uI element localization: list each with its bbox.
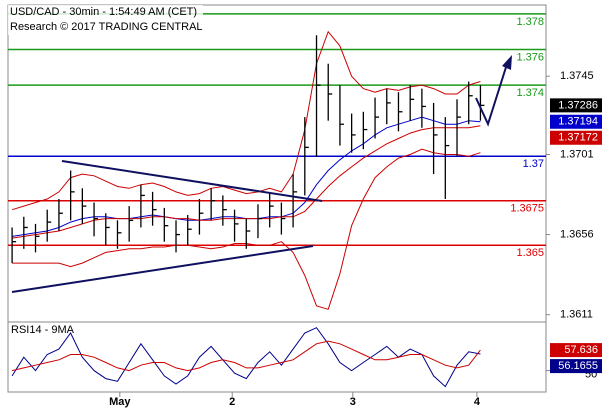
price-box-label: 57.636 xyxy=(564,344,598,356)
header-bg xyxy=(8,5,203,35)
price-box xyxy=(550,130,602,145)
y-tick-label: 1.3745 xyxy=(560,70,594,82)
indicator-line xyxy=(11,30,481,211)
price-box-label: 1.37172 xyxy=(558,132,598,144)
x-tick-label: May xyxy=(109,396,131,408)
level-label: 1.376 xyxy=(516,51,544,63)
arrow-head xyxy=(502,55,512,70)
indicator-line xyxy=(11,340,481,372)
price-box-label: 1.37194 xyxy=(558,116,598,128)
price-box xyxy=(550,359,602,374)
x-tick-label: 3 xyxy=(350,396,356,408)
header-title: USD/CAD - 30min - 1:54:49 AM (CET) xyxy=(10,6,197,18)
trend-line xyxy=(11,245,314,293)
frame xyxy=(7,4,547,393)
trend-lines xyxy=(11,55,512,293)
x-tick-label: 4 xyxy=(474,396,481,408)
trend-line xyxy=(61,160,323,202)
y-tick-label: 1.3611 xyxy=(560,309,593,321)
level-label: 1.3675 xyxy=(510,203,544,215)
level-label: 1.365 xyxy=(516,247,544,259)
y-tick-label: 1.3701 xyxy=(560,148,594,160)
price-box xyxy=(550,343,602,358)
level-label: 1.378 xyxy=(516,16,544,28)
price-box-label: 56.1655 xyxy=(558,360,598,372)
forecast-arrow xyxy=(475,63,508,127)
x-tick-label: 2 xyxy=(229,396,235,408)
plot-area xyxy=(8,13,546,388)
price-box-label: 1.37286 xyxy=(558,99,598,111)
level-label: 1.37 xyxy=(523,158,544,170)
level-label: 1.374 xyxy=(516,87,544,99)
indicator-line xyxy=(11,327,481,388)
price-box xyxy=(550,98,602,113)
price-box xyxy=(550,114,602,129)
header-subtitle: Research © 2017 TRADING CENTRAL xyxy=(10,21,203,33)
y-tick-label: 1.3656 xyxy=(560,228,594,240)
panel-title: RSI14 - 9MA xyxy=(11,324,75,336)
